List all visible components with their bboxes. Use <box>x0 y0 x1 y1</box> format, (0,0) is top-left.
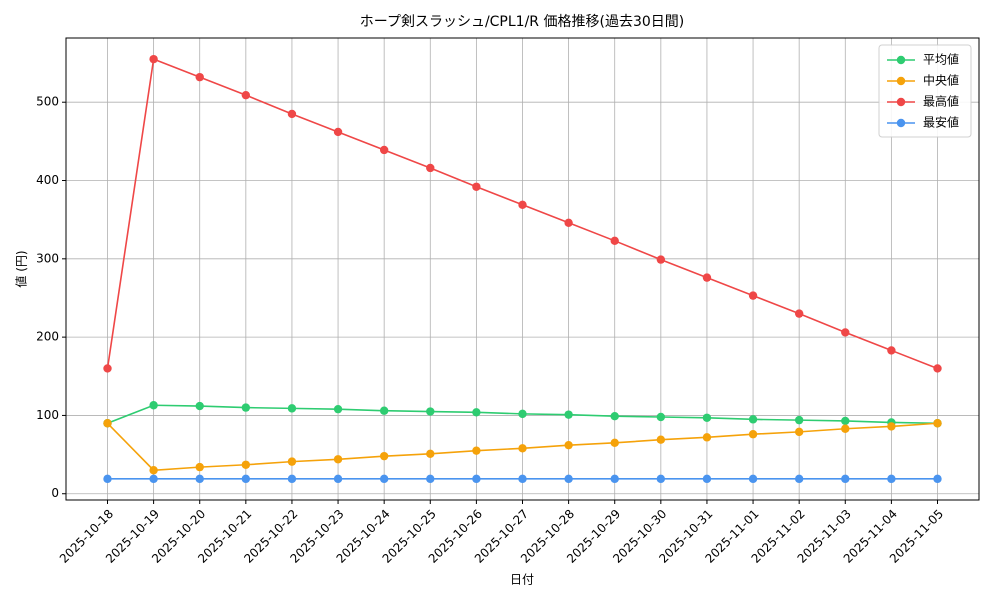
point <box>794 309 804 318</box>
point <box>195 474 204 484</box>
point <box>472 408 481 417</box>
chart-title: ホープ剣スラッシュ/CPL1/R 価格推移(過去30日間) <box>360 14 684 30</box>
y-axis-label: 値 (円) <box>14 250 29 287</box>
point <box>564 218 573 227</box>
point <box>149 54 158 64</box>
legend-label: 最高値 <box>923 94 959 109</box>
point <box>748 291 758 300</box>
point <box>702 413 712 422</box>
y-tick-label: 200 <box>36 330 59 344</box>
point <box>103 364 112 373</box>
point <box>841 424 850 433</box>
point <box>518 409 527 419</box>
point <box>887 346 896 355</box>
point <box>195 401 204 411</box>
point <box>610 438 619 448</box>
legend-label: 平均値 <box>923 52 959 67</box>
y-tick-label: 300 <box>36 251 59 265</box>
point <box>933 419 942 428</box>
point <box>610 474 619 484</box>
point <box>241 460 251 469</box>
x-axis-label: 日付 <box>510 573 534 587</box>
point <box>518 474 527 484</box>
point <box>887 474 896 484</box>
plot-frame <box>65 37 980 501</box>
point <box>702 433 712 442</box>
point <box>748 474 758 484</box>
point <box>426 163 435 173</box>
point <box>610 236 619 246</box>
y-tick-label: 400 <box>36 173 59 187</box>
point <box>241 90 251 100</box>
point <box>518 200 527 209</box>
legend-label: 中央値 <box>923 73 959 88</box>
point <box>794 474 804 484</box>
point <box>149 474 158 484</box>
point <box>702 273 712 282</box>
point <box>195 72 204 82</box>
point <box>656 412 666 422</box>
point <box>564 410 573 419</box>
point <box>379 406 389 415</box>
point <box>794 427 804 437</box>
point <box>379 474 389 484</box>
point <box>333 474 343 484</box>
legend-marker <box>896 55 906 65</box>
point <box>241 403 251 412</box>
point <box>702 474 712 484</box>
point <box>841 474 850 484</box>
y-tick-label: 500 <box>36 95 59 109</box>
point <box>933 474 942 484</box>
point <box>426 407 435 416</box>
point <box>472 182 481 191</box>
legend-marker <box>896 76 906 86</box>
point <box>287 404 297 413</box>
point <box>379 451 389 461</box>
point <box>841 328 850 337</box>
point <box>241 474 251 484</box>
point <box>287 474 297 484</box>
point <box>656 255 666 264</box>
point <box>841 416 850 426</box>
legend-box <box>878 44 972 138</box>
point <box>794 415 804 425</box>
point <box>933 364 942 373</box>
point <box>656 435 666 444</box>
point <box>426 474 435 484</box>
point <box>472 446 481 455</box>
point <box>564 440 573 450</box>
y-tick-label: 0 <box>51 486 59 500</box>
point <box>195 462 204 472</box>
legend-label: 最安値 <box>923 115 959 130</box>
legend-marker <box>896 97 906 107</box>
point <box>564 474 573 484</box>
point <box>287 457 297 466</box>
point <box>472 474 481 484</box>
point <box>149 401 158 410</box>
point <box>748 415 758 424</box>
point <box>748 430 758 439</box>
point <box>656 474 666 484</box>
point <box>149 466 158 475</box>
point <box>426 449 435 458</box>
point <box>379 145 389 155</box>
point <box>287 109 297 119</box>
point <box>518 444 527 453</box>
y-tick-label: 100 <box>36 408 59 422</box>
point <box>333 127 343 137</box>
point <box>610 412 619 421</box>
point <box>103 419 112 428</box>
point <box>103 474 112 484</box>
legend-marker <box>896 118 906 128</box>
point <box>887 422 896 431</box>
point <box>333 404 343 414</box>
point <box>333 455 343 464</box>
